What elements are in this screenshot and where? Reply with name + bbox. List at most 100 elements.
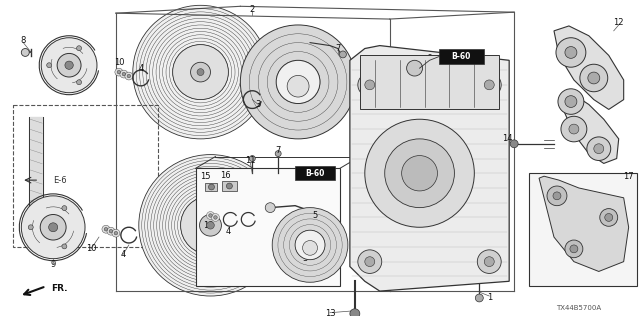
Circle shape	[365, 257, 375, 267]
Circle shape	[62, 206, 67, 211]
Circle shape	[570, 245, 578, 253]
Circle shape	[385, 139, 454, 208]
Circle shape	[553, 192, 561, 200]
Bar	[13, 105, 157, 247]
Text: 3: 3	[302, 254, 308, 263]
Circle shape	[112, 229, 120, 237]
Text: 8: 8	[20, 36, 26, 45]
Text: 5: 5	[312, 211, 317, 220]
Circle shape	[191, 62, 211, 82]
Polygon shape	[350, 45, 509, 291]
Circle shape	[115, 68, 123, 76]
Circle shape	[28, 225, 33, 230]
Text: 15: 15	[200, 172, 211, 181]
Bar	[529, 173, 637, 286]
Circle shape	[180, 196, 241, 255]
Text: 16: 16	[220, 171, 231, 180]
Circle shape	[65, 61, 73, 69]
Circle shape	[207, 221, 214, 229]
Circle shape	[109, 229, 113, 233]
Text: 4: 4	[138, 64, 143, 73]
Text: 1: 1	[486, 293, 492, 302]
Bar	[295, 166, 335, 180]
Text: 10: 10	[204, 221, 214, 230]
Text: 10: 10	[114, 58, 124, 67]
Circle shape	[127, 74, 131, 78]
Circle shape	[107, 227, 115, 235]
Text: 3: 3	[255, 100, 261, 109]
Circle shape	[477, 73, 501, 97]
Text: 4: 4	[226, 227, 231, 236]
Circle shape	[211, 213, 220, 221]
Circle shape	[77, 80, 81, 85]
Circle shape	[47, 63, 52, 68]
Circle shape	[287, 76, 309, 97]
Text: 7: 7	[335, 44, 340, 53]
Text: TX44B5700A: TX44B5700A	[556, 305, 602, 311]
Text: 14: 14	[502, 134, 513, 143]
Bar	[223, 181, 237, 191]
Polygon shape	[559, 95, 619, 164]
Bar	[360, 55, 499, 109]
Circle shape	[477, 250, 501, 273]
Circle shape	[556, 38, 586, 67]
Circle shape	[227, 183, 232, 189]
Circle shape	[117, 70, 121, 74]
Circle shape	[62, 244, 67, 249]
Circle shape	[484, 80, 494, 90]
Circle shape	[250, 156, 255, 162]
Circle shape	[272, 208, 348, 282]
Text: 11: 11	[245, 156, 255, 165]
Polygon shape	[539, 176, 628, 271]
Circle shape	[173, 44, 228, 100]
Circle shape	[484, 257, 494, 267]
Circle shape	[406, 60, 422, 76]
Circle shape	[241, 25, 356, 139]
Circle shape	[587, 137, 611, 161]
Circle shape	[114, 231, 118, 235]
Polygon shape	[554, 26, 623, 109]
Circle shape	[207, 212, 214, 220]
Circle shape	[102, 225, 110, 233]
Circle shape	[133, 5, 268, 139]
Circle shape	[561, 116, 587, 142]
Circle shape	[565, 240, 583, 258]
Circle shape	[565, 47, 577, 58]
Circle shape	[275, 151, 281, 156]
Circle shape	[57, 53, 81, 77]
Circle shape	[402, 156, 438, 191]
Text: 9: 9	[51, 260, 56, 269]
Circle shape	[547, 186, 567, 206]
Circle shape	[21, 196, 85, 259]
Text: 13: 13	[324, 309, 335, 318]
Circle shape	[122, 72, 125, 76]
Text: B-60: B-60	[305, 169, 324, 178]
Text: 10: 10	[86, 244, 96, 253]
Circle shape	[365, 80, 375, 90]
Circle shape	[139, 155, 282, 296]
Circle shape	[21, 49, 29, 56]
Text: 2: 2	[250, 5, 255, 14]
Circle shape	[49, 223, 58, 232]
Circle shape	[569, 124, 579, 134]
Text: 12: 12	[614, 19, 624, 28]
Bar	[205, 183, 218, 191]
Circle shape	[209, 214, 212, 217]
Circle shape	[350, 309, 360, 319]
Circle shape	[77, 46, 81, 51]
Circle shape	[125, 72, 133, 80]
Polygon shape	[29, 117, 44, 212]
Circle shape	[265, 203, 275, 212]
Text: FR.: FR.	[51, 284, 68, 293]
Text: E-6: E-6	[53, 176, 67, 185]
Circle shape	[600, 209, 618, 226]
Text: 4: 4	[120, 250, 125, 259]
Circle shape	[197, 69, 204, 76]
Text: 7: 7	[275, 146, 281, 155]
Text: B-60: B-60	[452, 52, 471, 61]
Text: 17: 17	[623, 172, 634, 181]
Circle shape	[605, 213, 612, 221]
Circle shape	[580, 64, 608, 92]
Circle shape	[200, 214, 221, 236]
Circle shape	[565, 96, 577, 108]
